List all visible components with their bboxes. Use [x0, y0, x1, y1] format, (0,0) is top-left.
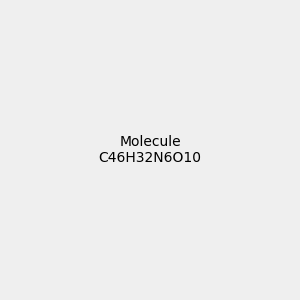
Text: Molecule
C46H32N6O10: Molecule C46H32N6O10	[98, 135, 202, 165]
